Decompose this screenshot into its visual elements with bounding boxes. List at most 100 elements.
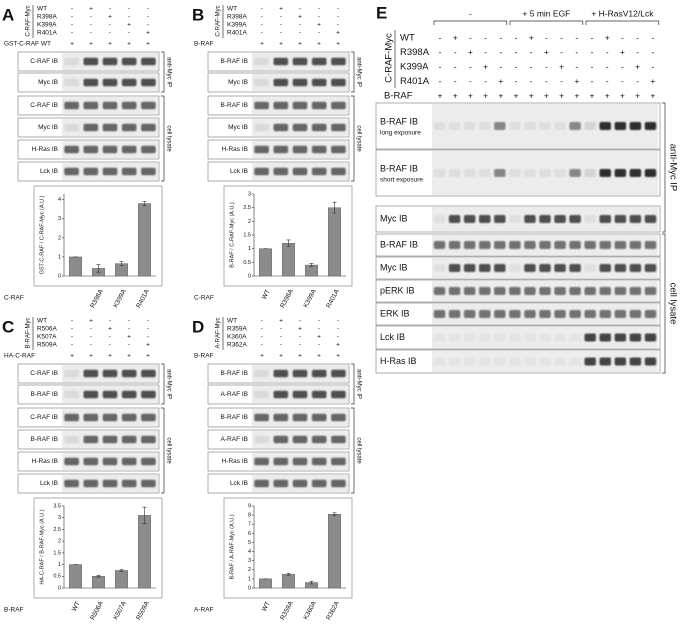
y-tick-label: 5 xyxy=(248,540,251,546)
band xyxy=(599,287,611,295)
band xyxy=(141,123,156,132)
band xyxy=(479,310,491,318)
x-tick-label: R506A xyxy=(89,600,105,621)
blot-label: pERK IB xyxy=(380,285,415,295)
sign: + xyxy=(620,47,625,57)
y-tick-label: 0 xyxy=(248,273,251,279)
band xyxy=(524,310,536,318)
panel-label: B xyxy=(192,5,204,24)
x-axis-title: C-RAF xyxy=(4,295,24,302)
y-tick-label: 2 xyxy=(248,219,251,225)
band xyxy=(121,457,137,466)
error-bar xyxy=(332,201,337,214)
group-label: anti-Myc IP xyxy=(667,144,678,192)
sign: + xyxy=(483,90,488,100)
band xyxy=(494,358,505,366)
band xyxy=(614,287,627,295)
band xyxy=(121,167,137,176)
y-tick-label: 1 xyxy=(248,246,251,252)
sign: - xyxy=(454,76,457,86)
sign: - xyxy=(621,76,624,86)
sign: - xyxy=(454,47,457,57)
panel: C B-RAF-Myc WT - + - - -R506A - - + - -K507A - - - + -R50… xyxy=(2,317,171,621)
band xyxy=(554,287,566,295)
y-axis-title: B-RAF / C-RAF-Myc (A.U.) xyxy=(229,202,235,268)
sign: + xyxy=(279,318,283,325)
band xyxy=(102,57,118,66)
sign: - xyxy=(109,30,111,37)
sign: - xyxy=(515,47,518,57)
band xyxy=(539,264,551,272)
band xyxy=(292,435,308,444)
row-label: R398A xyxy=(227,14,248,21)
row-label: B-RAF xyxy=(384,91,413,102)
row-label: R509A xyxy=(37,342,58,349)
band xyxy=(254,78,269,87)
y-tick-label: 2.5 xyxy=(53,527,61,533)
band xyxy=(584,122,596,130)
band xyxy=(584,287,596,295)
band xyxy=(569,310,581,318)
sign: - xyxy=(318,326,320,333)
sign: + xyxy=(559,90,564,100)
band xyxy=(433,215,446,223)
band xyxy=(311,101,327,110)
band xyxy=(584,264,596,272)
y-tick-label: 6 xyxy=(248,531,251,537)
bar xyxy=(282,242,295,277)
row-label: R398A xyxy=(400,47,430,58)
bracket xyxy=(662,102,666,233)
row-label: R401A xyxy=(37,30,58,37)
band xyxy=(331,123,346,132)
sign: + xyxy=(483,61,488,71)
sign: - xyxy=(318,318,320,325)
band xyxy=(524,287,536,295)
x-tick-label: WT xyxy=(261,600,272,612)
y-tick-label: 0 xyxy=(248,585,251,591)
panel: B C-RAF-Myc WT - + - - -R398A - - + - -K399A - - - + -R40… xyxy=(192,5,361,309)
sign: - xyxy=(299,342,301,349)
band xyxy=(448,310,461,318)
band xyxy=(311,390,327,399)
sign: + xyxy=(89,41,93,48)
band xyxy=(254,123,269,132)
sign: - xyxy=(128,326,130,333)
band xyxy=(64,101,79,110)
error-bar xyxy=(309,580,314,585)
band xyxy=(464,334,475,342)
x-axis-title: B-RAF xyxy=(4,607,24,614)
sign: - xyxy=(71,342,73,349)
panel: A C-RAF-Myc WT - + - - -R398A - - + - -K399A - - - + -R40… xyxy=(2,5,171,309)
sign: - xyxy=(606,76,609,86)
band xyxy=(539,169,551,177)
band xyxy=(509,169,521,177)
sign: - xyxy=(147,22,149,29)
construct-label: C-RAF-Myc xyxy=(384,33,395,83)
y-axis-title: B-RAF / A-RAF-Myc (A.U.) xyxy=(229,514,235,579)
sign: - xyxy=(545,76,548,86)
band xyxy=(569,241,581,249)
y-tick-label: 3 xyxy=(248,191,251,197)
band xyxy=(433,310,446,318)
band xyxy=(614,241,627,249)
y-tick-label: 2 xyxy=(248,567,251,573)
bar xyxy=(138,203,151,277)
row-label: R506A xyxy=(37,326,58,333)
error-bar xyxy=(142,506,147,524)
sign: - xyxy=(299,22,301,29)
lane-group: + 5 min EGF xyxy=(522,8,570,18)
band xyxy=(331,457,346,466)
sign: - xyxy=(591,32,594,42)
sign: - xyxy=(591,61,594,71)
band xyxy=(554,358,565,366)
band xyxy=(83,57,99,66)
sign: - xyxy=(545,61,548,71)
band xyxy=(509,358,520,366)
band xyxy=(524,169,536,177)
band xyxy=(141,435,156,444)
sign: - xyxy=(261,326,263,333)
band xyxy=(569,215,581,223)
band xyxy=(629,169,642,177)
blot-label: Myc IB xyxy=(380,213,408,223)
